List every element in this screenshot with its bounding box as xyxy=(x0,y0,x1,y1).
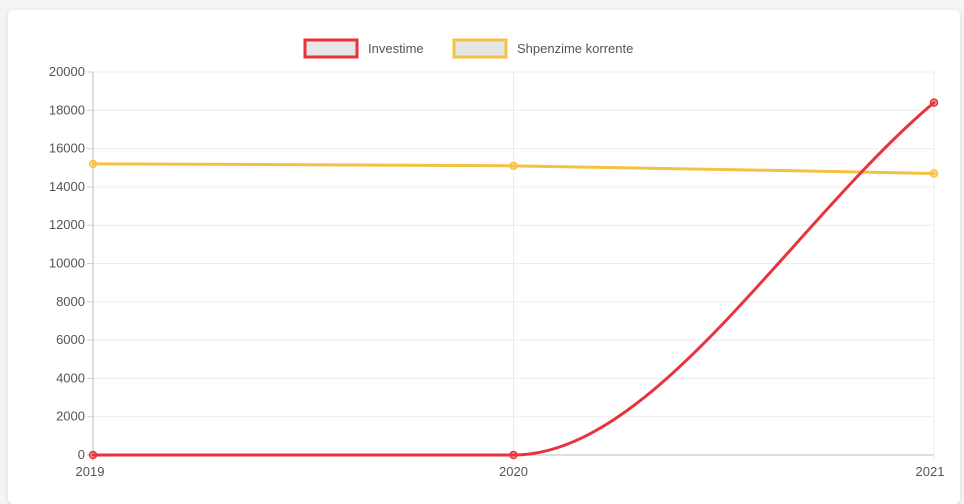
y-tick-label: 4000 xyxy=(56,370,85,385)
y-tick-label: 16000 xyxy=(49,141,85,156)
x-tick-label: 2020 xyxy=(499,464,528,479)
y-tick-label: 14000 xyxy=(49,179,85,194)
x-tick-label: 2019 xyxy=(76,464,105,479)
y-tick-label: 12000 xyxy=(49,217,85,232)
y-tick-label: 0 xyxy=(78,447,85,462)
legend-swatch-investime[interactable] xyxy=(303,38,359,59)
x-axis-ticks: 2019 2020 2021 xyxy=(76,464,945,479)
data-point[interactable] xyxy=(88,159,98,169)
legend-label-shpenzime-korrente[interactable]: Shpenzime korrente xyxy=(517,41,633,56)
data-point[interactable] xyxy=(929,169,939,178)
x-tick-label: 2021 xyxy=(916,464,945,479)
y-tick-label: 6000 xyxy=(56,332,85,347)
y-tick-label: 10000 xyxy=(49,256,85,271)
legend-swatch-shpenzime-korrente[interactable] xyxy=(452,38,508,59)
legend-label-investime[interactable]: Investime xyxy=(368,41,424,56)
series-line-investime[interactable] xyxy=(91,101,936,457)
y-axis-ticks: 0 2000 4000 6000 8000 10000 12000 14000 16000 180… xyxy=(49,64,93,462)
data-point[interactable] xyxy=(929,98,939,107)
y-tick-label: 20000 xyxy=(49,64,85,79)
data-point[interactable] xyxy=(509,161,518,171)
series-lines xyxy=(88,98,939,460)
data-point[interactable] xyxy=(88,450,98,460)
y-tick-label: 2000 xyxy=(56,409,85,424)
grid-lines xyxy=(92,71,935,461)
y-tick-label: 18000 xyxy=(49,102,85,117)
legend[interactable]: Investime Shpenzime korrente xyxy=(303,38,633,59)
y-tick-label: 8000 xyxy=(56,294,85,309)
data-point[interactable] xyxy=(509,450,518,460)
series-line-shpenzime-korrente[interactable] xyxy=(91,162,936,175)
chart-card xyxy=(8,10,960,504)
